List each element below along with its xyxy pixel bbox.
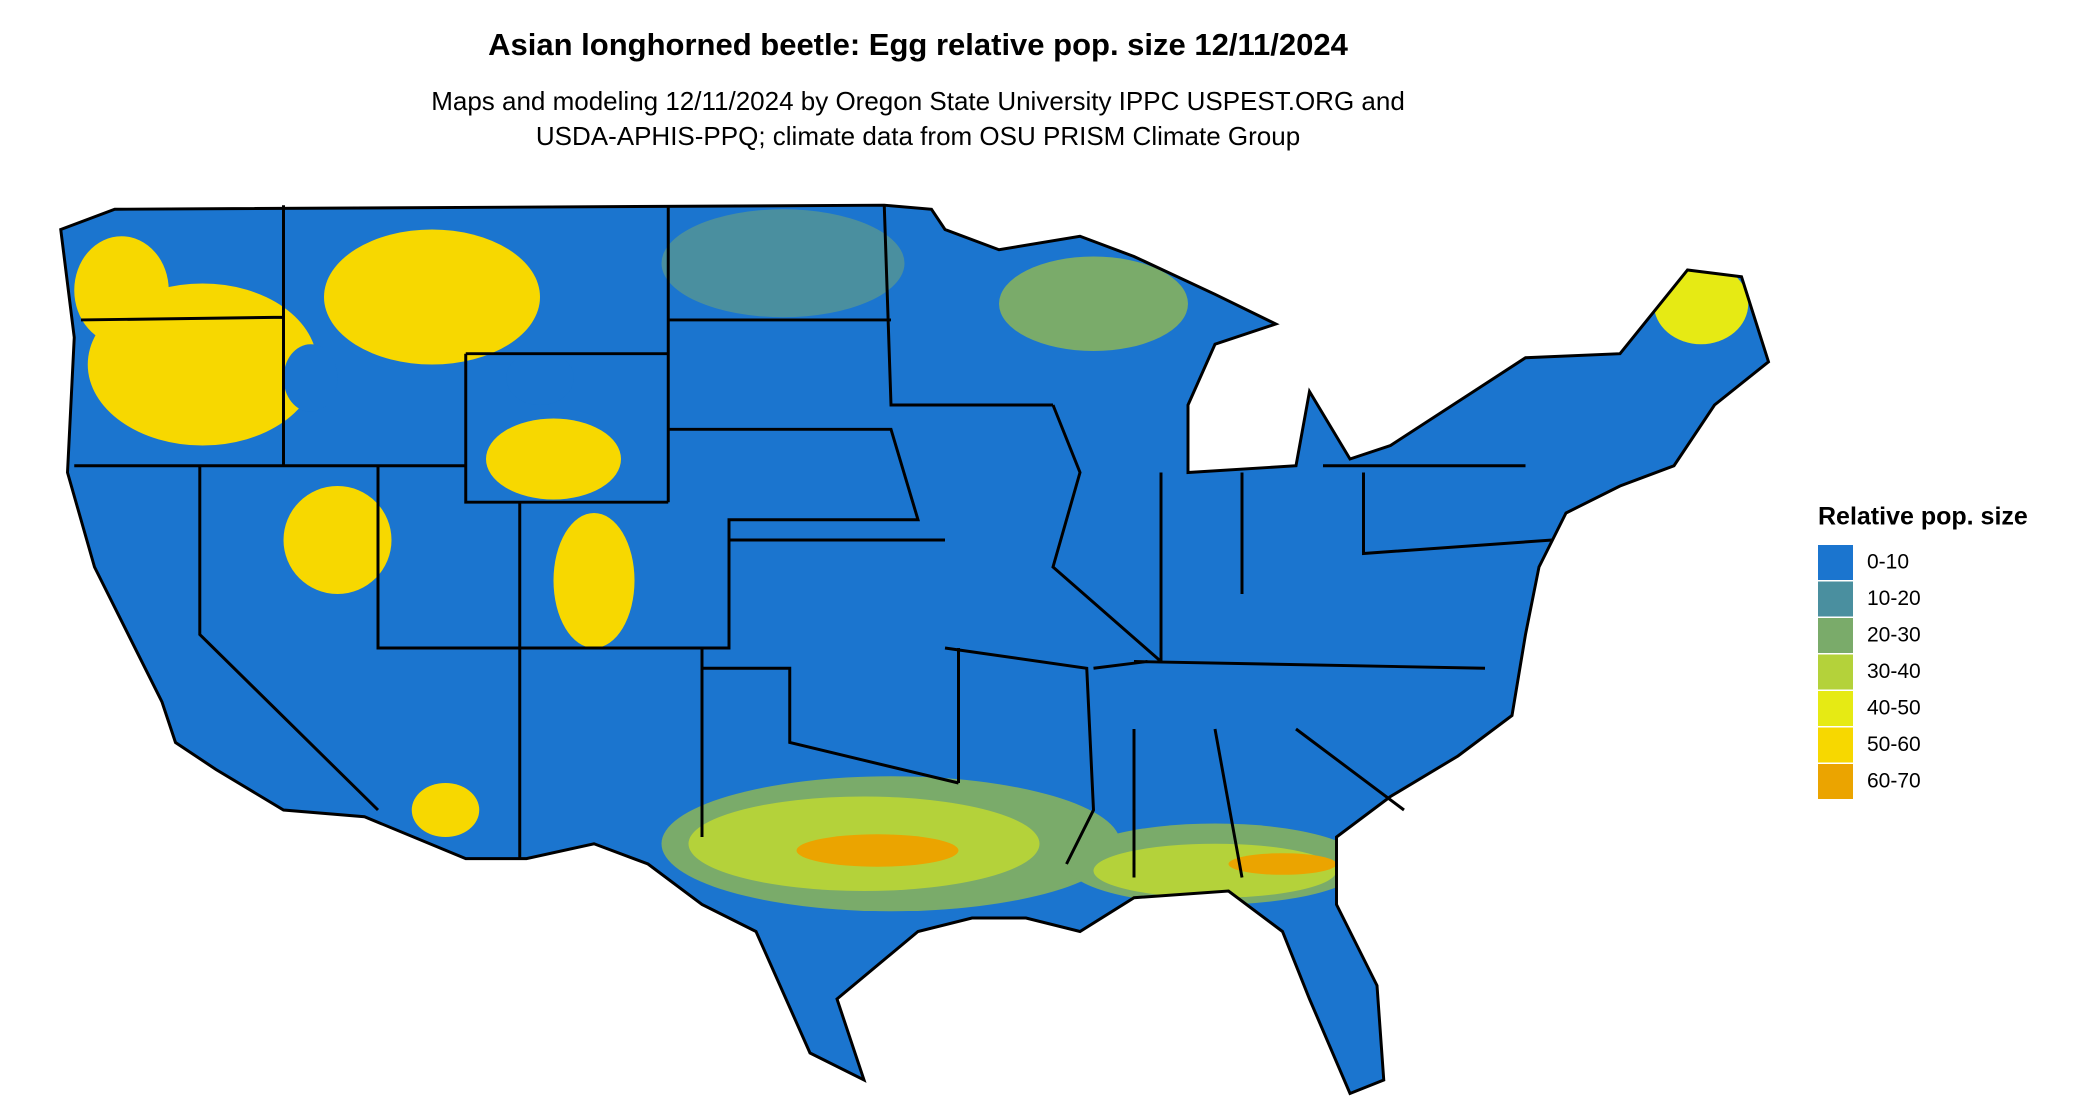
legend-label: 0-10 <box>1867 551 1909 574</box>
legend: 0-10 10-20 20-30 30-40 40-50 50-60 60-70 <box>1818 545 1921 799</box>
legend-swatch <box>1818 618 1853 653</box>
legend-label: 40-50 <box>1867 697 1921 720</box>
legend-label: 50-60 <box>1867 733 1921 756</box>
map-fill <box>60 205 1769 1094</box>
legend-label: 60-70 <box>1867 770 1921 793</box>
map-subtitle: Maps and modeling 12/11/2024 by Oregon S… <box>431 86 1405 116</box>
legend-swatch <box>1818 581 1853 617</box>
legend-swatch <box>1818 764 1853 799</box>
map-subtitle: USDA-APHIS-PPQ; climate data from OSU PR… <box>536 121 1300 151</box>
region <box>553 513 635 648</box>
region <box>411 783 480 837</box>
us-map <box>59 203 1770 1095</box>
region <box>506 351 574 405</box>
region <box>283 486 392 594</box>
legend-label: 30-40 <box>1867 660 1921 683</box>
region <box>1228 853 1337 875</box>
region <box>999 256 1188 351</box>
state-borders <box>74 205 1553 878</box>
region <box>661 209 905 318</box>
legend-label: 10-20 <box>1867 587 1921 610</box>
legend-swatch <box>1818 545 1853 580</box>
legend-swatch <box>1818 691 1853 726</box>
region <box>324 229 540 365</box>
region <box>486 418 621 500</box>
region <box>283 344 338 412</box>
legend-swatch <box>1818 727 1853 763</box>
legend-title: Relative pop. size <box>1818 503 2028 531</box>
legend-swatch <box>1818 654 1853 690</box>
map-title: Asian longhorned beetle: Egg relative po… <box>488 27 1348 62</box>
legend-label: 20-30 <box>1867 624 1921 647</box>
region <box>796 834 959 867</box>
region <box>74 236 169 345</box>
